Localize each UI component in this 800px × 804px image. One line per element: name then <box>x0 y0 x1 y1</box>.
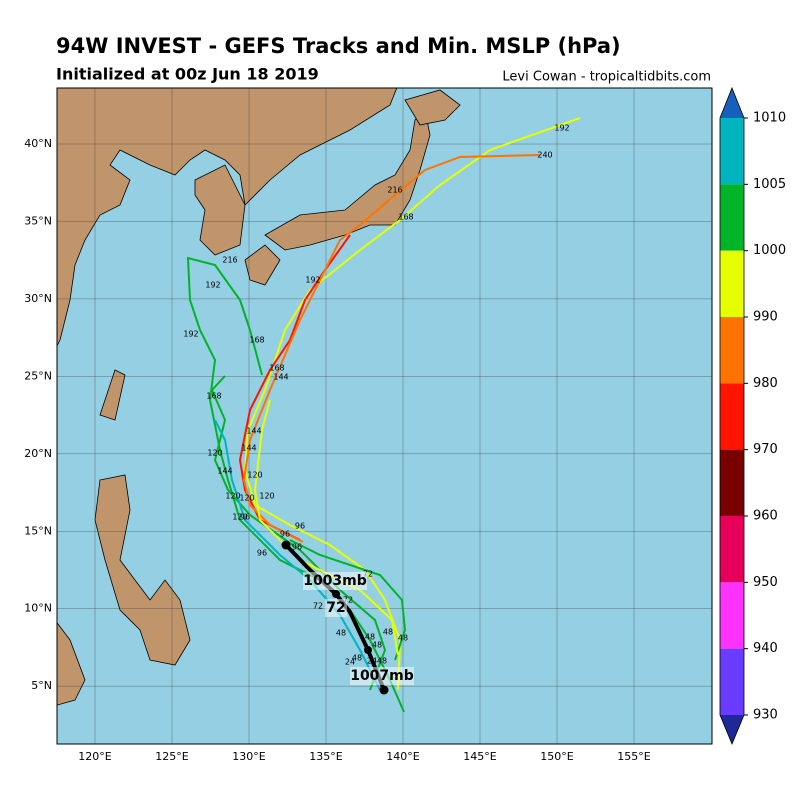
track-hour-label: 48 <box>372 641 382 650</box>
colorbar-label: 950 <box>753 575 778 590</box>
colorbar-segment <box>720 715 744 744</box>
track-hour-label: 216 <box>222 256 237 265</box>
lat-label: 35°N <box>24 214 52 227</box>
track-hour-label: 168 <box>206 392 221 401</box>
track-hour-label: 72 <box>313 602 323 611</box>
colorbar-segment <box>720 250 744 317</box>
colorbar-segment <box>720 648 744 715</box>
colorbar-label: 990 <box>753 310 778 325</box>
title: 94W INVEST - GEFS Tracks and Min. MSLP (… <box>56 34 621 58</box>
track-hour-label: 168 <box>249 336 264 345</box>
colorbar-label: 1005 <box>753 177 786 192</box>
lat-label: 15°N <box>24 524 52 537</box>
colorbar-segment <box>720 184 744 251</box>
annotation: 72 <box>326 600 345 616</box>
colorbar-segment <box>720 582 744 649</box>
track-hour-label: 72 <box>343 596 353 605</box>
colorbar-label: 980 <box>753 376 778 391</box>
tracks <box>186 117 581 713</box>
lat-label: 25°N <box>24 369 52 382</box>
lon-label: 130°E <box>232 750 265 763</box>
colorbar-segment <box>720 88 744 118</box>
track-hour-label: 168 <box>269 364 284 373</box>
annotation: 1003mb <box>303 573 367 589</box>
track-hour-label: 96 <box>280 530 290 539</box>
lat-label: 30°N <box>24 292 52 305</box>
track-hour-label: 48 <box>398 634 408 643</box>
track-hour-label: 144 <box>246 427 261 436</box>
track-hour-label: 144 <box>217 467 232 476</box>
lon-label: 140°E <box>386 750 419 763</box>
track-hour-label: 168 <box>398 213 413 222</box>
lat-label: 40°N <box>24 137 52 150</box>
track-hour-label: 192 <box>205 281 220 290</box>
annotation-box <box>303 572 367 590</box>
track-hour-label: 192 <box>183 330 198 339</box>
track-hour-label: 48 <box>377 657 387 666</box>
lon-label: 125°E <box>155 750 188 763</box>
colorbar-segment <box>720 317 744 384</box>
lon-label: 145°E <box>463 750 496 763</box>
colorbar-segment <box>720 449 744 516</box>
colorbar-label: 970 <box>753 442 778 457</box>
track-hour-label: 96 <box>240 513 250 522</box>
land <box>57 88 461 706</box>
track-hour-label: 48 <box>352 654 362 663</box>
lon-label: 135°E <box>309 750 342 763</box>
colorbar-segment <box>720 516 744 583</box>
lat-label: 20°N <box>24 447 52 460</box>
track-hour-label: 192 <box>554 124 569 133</box>
colorbar-label: 1000 <box>753 243 786 258</box>
track-hour-label: 48 <box>336 629 346 638</box>
track-hour-label: 120 <box>259 492 274 501</box>
track-hour-label: 144 <box>273 373 288 382</box>
track-hour-label: 24 <box>345 658 355 667</box>
colorbar-label: 1010 <box>753 111 786 126</box>
track-hour-label: 96 <box>292 543 302 552</box>
credit: Levi Cowan - tropicaltidbits.com <box>502 70 711 85</box>
track-hour-label: 96 <box>257 549 267 558</box>
colorbar-label: 930 <box>753 708 778 723</box>
lat-label: 10°N <box>24 602 52 615</box>
lon-label: 120°E <box>78 750 111 763</box>
track-hour-label: 96 <box>295 522 305 531</box>
lon-label: 155°E <box>617 750 650 763</box>
track-hour-label: 120 <box>232 513 247 522</box>
track-hour-label: 24 <box>367 657 377 666</box>
track-hour-label: 48 <box>365 633 375 642</box>
annotation-box <box>350 667 414 685</box>
track-hour-label: 72 <box>363 570 373 579</box>
track-hour-label: 48 <box>383 628 393 637</box>
track-hour-label: 120 <box>207 449 222 458</box>
annotation-box <box>325 599 347 617</box>
colorbar-segment <box>720 118 744 185</box>
annotation: 1007mb <box>350 668 414 684</box>
track-hour-label: 120 <box>239 494 254 503</box>
subtitle: Initialized at 00z Jun 18 2019 <box>56 65 319 84</box>
lat-label: 5°N <box>31 679 52 692</box>
track-hour-label: 144 <box>241 444 256 453</box>
lon-label: 150°E <box>540 750 573 763</box>
colorbar-label: 960 <box>753 509 778 524</box>
colorbar-label: 940 <box>753 641 778 656</box>
track-hour-label: 120 <box>247 471 262 480</box>
track-hour-label: 120 <box>225 492 240 501</box>
colorbar-segment <box>720 383 744 450</box>
track-hour-label: 216 <box>387 186 402 195</box>
map-frame <box>56 87 713 745</box>
track-hour-label: 240 <box>537 151 552 160</box>
track-hour-label: 192 <box>305 276 320 285</box>
